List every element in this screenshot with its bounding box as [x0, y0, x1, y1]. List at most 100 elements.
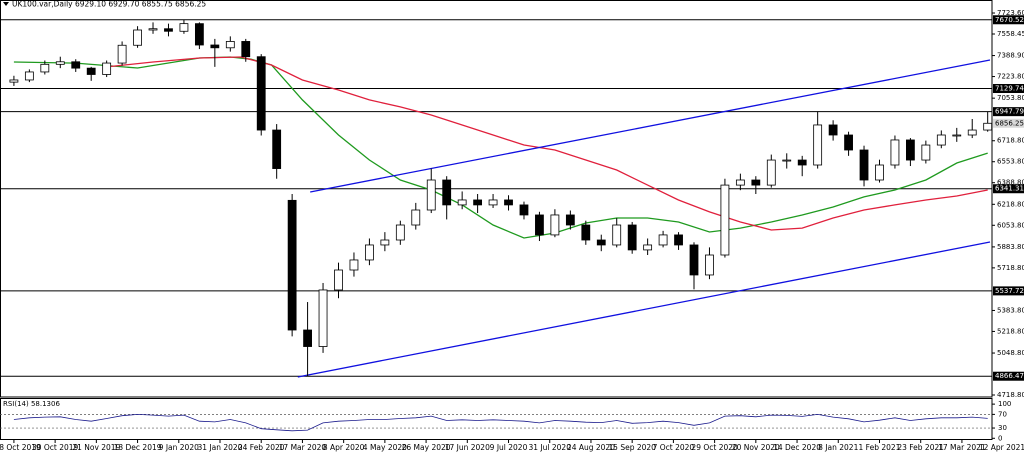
y-tick-label: 7388.90 — [997, 52, 1024, 60]
candle-body — [596, 239, 606, 246]
rsi-area — [0, 413, 992, 432]
candle-body — [241, 41, 251, 58]
candle-body — [689, 244, 699, 276]
candle-body — [983, 122, 992, 131]
rsi-line — [13, 413, 988, 432]
rsi-tick-label: 0 — [998, 434, 1002, 442]
candle-body — [55, 61, 65, 65]
level-label-box — [993, 184, 1024, 194]
candle-body — [720, 184, 730, 256]
y-tick-label: 4718.80 — [997, 391, 1024, 399]
candle-body — [643, 244, 653, 251]
x-tick-label: 13 Dec 2019 — [114, 443, 162, 452]
y-tick-label: 7053.80 — [997, 94, 1024, 102]
y-tick-label: 7723.60 — [997, 9, 1024, 17]
x-tick-label: 17 Jun 2020 — [445, 443, 490, 452]
candle-body — [426, 179, 436, 211]
candle-body — [287, 199, 297, 331]
trend-line — [310, 59, 991, 193]
y-tick-label: 5718.80 — [997, 264, 1024, 272]
x-tick-label: 7 Oct 2020 — [653, 443, 695, 452]
candle-body — [365, 244, 374, 261]
candle-body — [627, 224, 637, 251]
main-panel-border — [0, 0, 993, 398]
candle-body — [210, 44, 220, 49]
level-label: 7670.52 — [995, 16, 1024, 24]
candle-body — [411, 209, 421, 226]
y-tick-label: 6553.80 — [997, 158, 1024, 166]
y-tick-label: 6218.80 — [997, 200, 1024, 208]
candle-body — [442, 179, 452, 206]
candle-body — [952, 134, 962, 137]
candle-body — [488, 199, 498, 206]
candle-body — [658, 234, 668, 246]
level-label-box — [993, 84, 1024, 94]
x-tick-label: 17 Mar 2020 — [279, 443, 327, 452]
level-label-box — [993, 286, 1024, 296]
current-price-box — [993, 118, 1024, 128]
y-tick-label: 5048.80 — [997, 349, 1024, 357]
x-tick-label: 23 Feb 2021 — [897, 443, 944, 452]
candle-body — [473, 199, 483, 206]
y-tick-label: 6388.80 — [997, 179, 1024, 187]
candle-body — [859, 149, 869, 181]
candle-body — [148, 28, 158, 31]
candle-body — [813, 124, 823, 166]
x-tick-label: 17 Mar 2021 — [938, 443, 986, 452]
x-tick-label: 8 Jan 2021 — [818, 443, 858, 452]
candle-body — [117, 44, 127, 64]
candle-body — [256, 56, 266, 131]
candle-body — [303, 329, 312, 347]
candle-body — [535, 214, 544, 236]
x-tick-label: 31 Jan 2020 — [198, 443, 243, 452]
x-tick-label: 20 Nov 2020 — [732, 443, 780, 452]
level-label: 7129.74 — [995, 85, 1024, 93]
candle-body — [194, 23, 204, 46]
x-tick-label: 9 Jan 2020 — [159, 443, 199, 452]
trend-line — [297, 241, 991, 378]
candle-body — [565, 214, 575, 226]
current-price-label: 6856.25 — [995, 119, 1024, 127]
candle-body — [102, 62, 112, 75]
candle-body — [782, 159, 792, 162]
rsi-tick-label: 30 — [998, 424, 1007, 432]
candle-body — [380, 239, 390, 246]
level-label-box — [993, 107, 1024, 117]
candle-body — [349, 259, 359, 271]
axes: 7723.60 7558.45 7388.90 7223.80 7053.80 6718.… — [0, 9, 1024, 452]
moving-average — [106, 56, 988, 231]
candle-body — [612, 224, 622, 246]
x-tick-label: 4 May 2020 — [363, 443, 407, 452]
x-tick-label: 30 Oct 2019 — [32, 443, 79, 452]
candle-body — [581, 224, 591, 241]
candle-body — [875, 164, 884, 181]
candle-body — [705, 254, 714, 276]
candle-body — [164, 28, 173, 32]
candle-body — [674, 234, 683, 246]
candle-body — [133, 29, 142, 46]
level-label: 6341.31 — [995, 185, 1024, 193]
y-tick-label: 7223.80 — [997, 73, 1024, 81]
x-tick-label: 29 Oct 2020 — [691, 443, 738, 452]
candle-body — [504, 199, 513, 206]
x-tick-label: 8 Oct 2019 — [0, 443, 41, 452]
candle-body — [457, 199, 467, 206]
x-tick-label: 1 Feb 2021 — [859, 443, 901, 452]
level-label: 6947.79 — [995, 108, 1024, 116]
candle-body — [797, 159, 807, 166]
chart-title: UK100.var,Daily 6929.10 6929.70 6855.75 … — [12, 0, 206, 9]
candle-body — [921, 144, 931, 161]
rsi-panel-border — [0, 398, 993, 440]
rsi-tick-label: 70 — [998, 410, 1007, 418]
candle-body — [735, 179, 745, 186]
x-tick-label: 12 Apr 2021 — [979, 443, 1024, 452]
rsi-tick-label: 100 — [998, 400, 1011, 408]
candle-body — [550, 214, 560, 236]
candle-body — [179, 23, 189, 32]
y-tick-label: 6718.80 — [997, 137, 1024, 145]
candle-body — [225, 41, 235, 49]
candle-body — [334, 269, 343, 291]
